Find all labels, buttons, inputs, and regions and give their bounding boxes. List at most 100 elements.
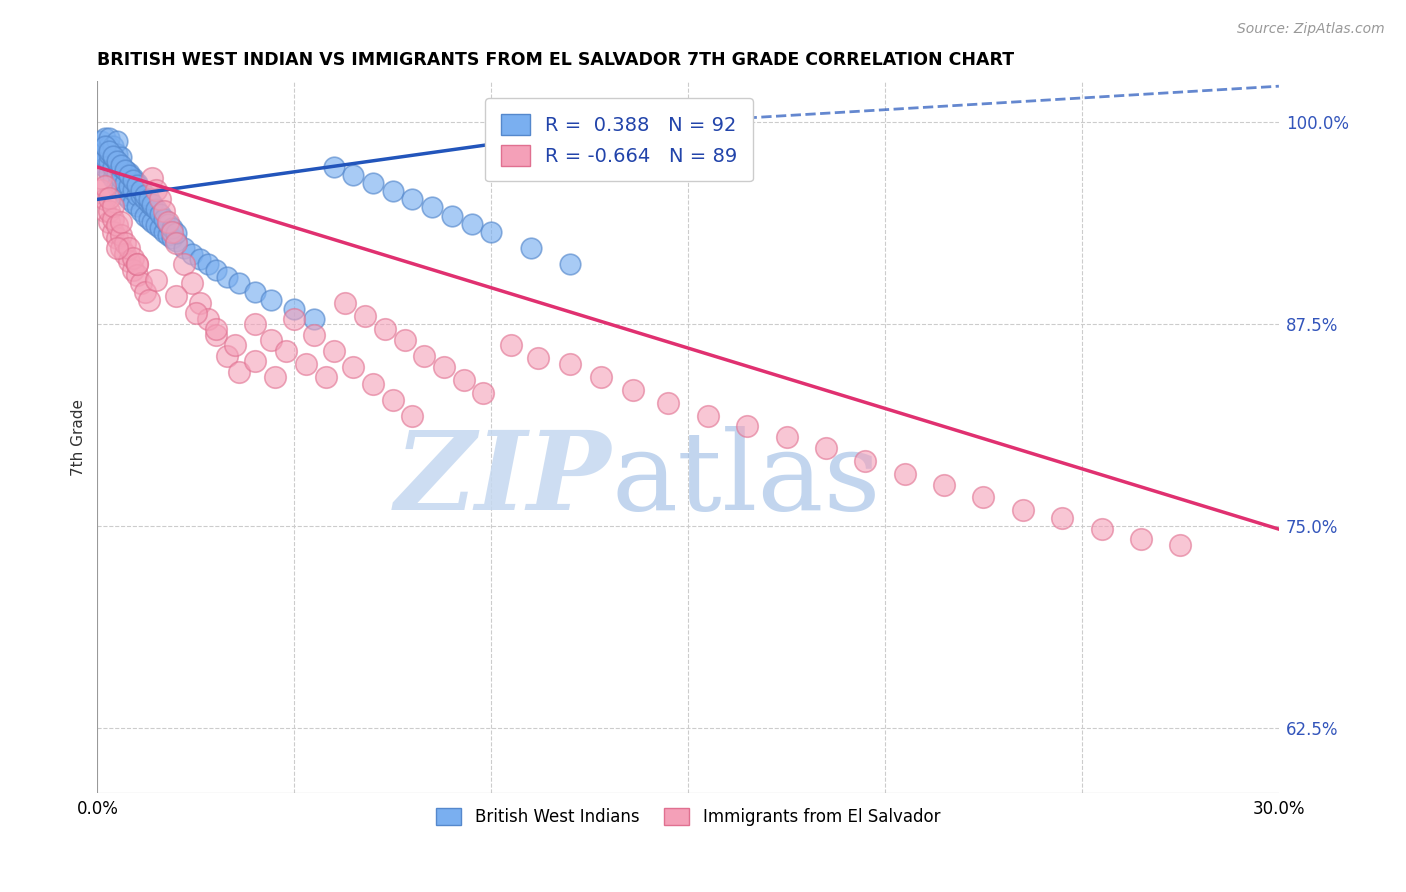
Point bbox=[361, 176, 384, 190]
Point bbox=[180, 277, 202, 291]
Point bbox=[259, 333, 281, 347]
Point bbox=[283, 312, 305, 326]
Point bbox=[243, 285, 266, 299]
Point bbox=[374, 321, 396, 335]
Point bbox=[153, 203, 176, 218]
Point bbox=[180, 247, 202, 261]
Y-axis label: 7th Grade: 7th Grade bbox=[72, 399, 86, 475]
Point bbox=[145, 202, 167, 216]
Point bbox=[90, 144, 112, 158]
Point bbox=[228, 365, 250, 379]
Point bbox=[1170, 538, 1192, 552]
Point bbox=[125, 257, 148, 271]
Point bbox=[775, 430, 797, 444]
Point bbox=[149, 221, 172, 235]
Point bbox=[98, 131, 121, 145]
Point bbox=[129, 203, 152, 218]
Point bbox=[204, 263, 226, 277]
Point bbox=[101, 160, 124, 174]
Point bbox=[259, 293, 281, 307]
Point bbox=[893, 467, 915, 482]
Point bbox=[134, 209, 156, 223]
Point bbox=[101, 149, 124, 163]
Point bbox=[134, 285, 156, 299]
Point bbox=[125, 178, 148, 192]
Point bbox=[173, 241, 195, 255]
Point bbox=[138, 192, 160, 206]
Point bbox=[499, 338, 522, 352]
Point bbox=[558, 357, 581, 371]
Point bbox=[129, 183, 152, 197]
Point bbox=[440, 209, 463, 223]
Point bbox=[110, 150, 132, 164]
Point bbox=[101, 211, 124, 226]
Text: BRITISH WEST INDIAN VS IMMIGRANTS FROM EL SALVADOR 7TH GRADE CORRELATION CHART: BRITISH WEST INDIAN VS IMMIGRANTS FROM E… bbox=[97, 51, 1015, 69]
Point bbox=[101, 139, 124, 153]
Point bbox=[160, 221, 183, 235]
Point bbox=[145, 218, 167, 232]
Point bbox=[381, 184, 404, 198]
Point bbox=[98, 147, 121, 161]
Point bbox=[98, 166, 121, 180]
Point bbox=[121, 195, 143, 210]
Point bbox=[121, 251, 143, 265]
Point bbox=[243, 354, 266, 368]
Point bbox=[149, 192, 172, 206]
Text: ZIP: ZIP bbox=[395, 425, 612, 533]
Point bbox=[129, 187, 152, 202]
Point bbox=[105, 155, 128, 169]
Point bbox=[188, 295, 211, 310]
Point bbox=[413, 349, 436, 363]
Point bbox=[110, 227, 132, 242]
Point bbox=[145, 273, 167, 287]
Point bbox=[460, 217, 482, 231]
Point bbox=[401, 409, 423, 423]
Point bbox=[105, 218, 128, 232]
Point bbox=[98, 144, 121, 158]
Point bbox=[114, 187, 136, 202]
Point bbox=[184, 305, 207, 319]
Point bbox=[94, 203, 117, 218]
Point bbox=[118, 168, 141, 182]
Point bbox=[94, 160, 117, 174]
Point bbox=[141, 171, 163, 186]
Point bbox=[519, 241, 541, 255]
Point bbox=[263, 370, 285, 384]
Point bbox=[125, 187, 148, 202]
Point bbox=[121, 183, 143, 197]
Point bbox=[114, 163, 136, 178]
Point bbox=[105, 147, 128, 161]
Point bbox=[138, 195, 160, 210]
Point bbox=[335, 295, 357, 310]
Point bbox=[98, 139, 121, 153]
Point bbox=[322, 344, 344, 359]
Point bbox=[157, 227, 180, 242]
Point bbox=[98, 191, 121, 205]
Point bbox=[121, 173, 143, 187]
Point bbox=[121, 263, 143, 277]
Point bbox=[90, 183, 112, 197]
Point bbox=[118, 166, 141, 180]
Point bbox=[453, 373, 475, 387]
Point bbox=[114, 176, 136, 190]
Point bbox=[110, 160, 132, 174]
Point bbox=[302, 328, 325, 343]
Point bbox=[276, 344, 298, 359]
Point bbox=[224, 338, 246, 352]
Point bbox=[932, 478, 955, 492]
Point bbox=[165, 235, 187, 249]
Point bbox=[527, 351, 550, 365]
Point bbox=[160, 231, 183, 245]
Point bbox=[114, 163, 136, 178]
Point bbox=[94, 179, 117, 194]
Point bbox=[129, 277, 152, 291]
Point bbox=[98, 203, 121, 218]
Legend: British West Indians, Immigrants from El Salvador: British West Indians, Immigrants from El… bbox=[427, 799, 948, 834]
Point bbox=[101, 225, 124, 239]
Point bbox=[105, 134, 128, 148]
Point bbox=[295, 357, 318, 371]
Point bbox=[1091, 522, 1114, 536]
Point bbox=[243, 317, 266, 331]
Point bbox=[188, 252, 211, 267]
Point bbox=[94, 150, 117, 164]
